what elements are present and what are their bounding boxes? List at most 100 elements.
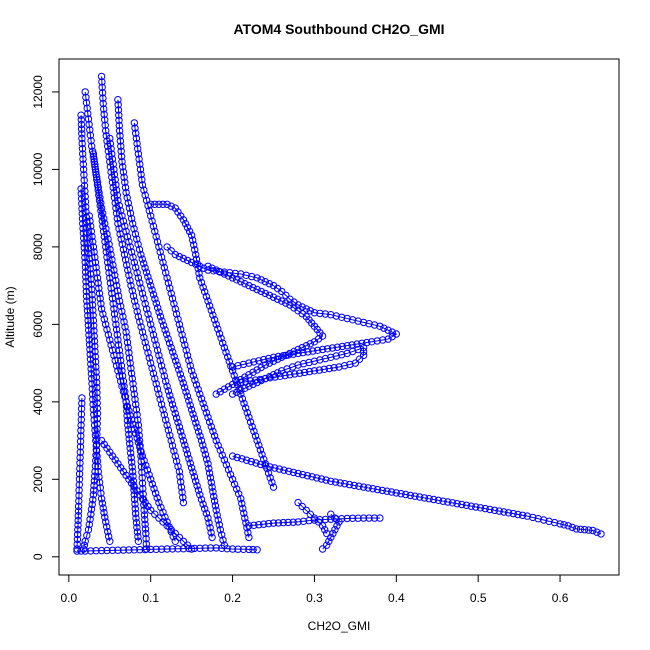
- data-point: [147, 281, 155, 290]
- data-point: [242, 378, 250, 386]
- data-point: [209, 311, 217, 319]
- data-point: [168, 545, 177, 553]
- data-point: [134, 438, 143, 447]
- data-point: [196, 491, 204, 499]
- data-point: [239, 504, 247, 513]
- series-13: [228, 343, 368, 398]
- data-point: [237, 495, 245, 503]
- data-point: [228, 475, 237, 483]
- data-point: [204, 514, 212, 522]
- data-point: [114, 106, 123, 114]
- data-point: [233, 388, 241, 396]
- data-point: [197, 495, 206, 504]
- data-point: [89, 400, 97, 409]
- data-point: [151, 510, 159, 518]
- data-point: [193, 482, 201, 490]
- data-point: [93, 399, 101, 407]
- data-point: [327, 533, 335, 542]
- data-point: [132, 519, 141, 527]
- data-point: [199, 283, 207, 291]
- data-point: [205, 464, 213, 473]
- data-point: [453, 500, 461, 508]
- data-point: [78, 134, 86, 143]
- data-point: [125, 271, 133, 279]
- data-point: [89, 496, 97, 504]
- data-point: [175, 252, 184, 261]
- data-point: [296, 369, 304, 377]
- data-point: [131, 230, 140, 238]
- data-point: [207, 478, 216, 487]
- data-point: [249, 283, 257, 292]
- data-point: [239, 545, 248, 553]
- series-4: [114, 96, 229, 549]
- data-point: [133, 235, 141, 243]
- data-point: [127, 449, 135, 457]
- data-point: [163, 522, 171, 530]
- data-point: [196, 390, 204, 398]
- data-point: [238, 499, 246, 508]
- data-point: [203, 455, 211, 463]
- series-line: [207, 265, 324, 395]
- data-point: [90, 416, 98, 424]
- data-point: [115, 121, 124, 130]
- data-point: [153, 494, 161, 502]
- data-point: [376, 322, 384, 330]
- data-point: [120, 250, 129, 259]
- series-line: [101, 76, 184, 503]
- series-line: [80, 115, 98, 550]
- data-point: [148, 286, 156, 294]
- data-point: [255, 521, 263, 529]
- series-1: [77, 111, 102, 553]
- data-point: [96, 201, 104, 210]
- data-point: [190, 414, 199, 423]
- data-point: [251, 376, 260, 384]
- data-point: [93, 404, 102, 412]
- data-point: [534, 515, 542, 523]
- data-point: [79, 155, 87, 163]
- data-point: [86, 355, 95, 363]
- data-point: [106, 139, 115, 148]
- data-point: [119, 163, 127, 171]
- data-point: [189, 468, 197, 476]
- data-point: [87, 370, 96, 378]
- data-point: [88, 374, 96, 383]
- data-point: [255, 357, 263, 365]
- data-point: [104, 527, 112, 536]
- data-point: [355, 355, 364, 363]
- data-point: [93, 274, 102, 282]
- data-point: [310, 357, 319, 365]
- data-point: [380, 324, 388, 332]
- data-point: [448, 499, 457, 507]
- series-line: [322, 513, 340, 550]
- data-point: [228, 363, 237, 371]
- data-point: [134, 532, 142, 541]
- data-point: [217, 334, 225, 342]
- data-point: [110, 165, 118, 174]
- data-point: [310, 514, 319, 522]
- data-point: [467, 502, 475, 510]
- data-point: [201, 450, 210, 459]
- series-6: [147, 200, 278, 491]
- data-point: [191, 376, 199, 384]
- data-point: [189, 371, 198, 380]
- data-point: [167, 247, 175, 255]
- data-point: [121, 323, 129, 331]
- y-tick-label: 10000: [31, 152, 45, 186]
- data-point: [256, 446, 265, 454]
- data-point: [127, 214, 136, 223]
- data-point: [171, 305, 180, 313]
- data-point: [115, 372, 124, 380]
- data-point: [77, 190, 86, 198]
- data-point: [224, 465, 233, 474]
- data-point: [207, 422, 216, 431]
- data-point: [310, 338, 319, 346]
- data-point: [462, 501, 471, 509]
- data-point: [77, 195, 86, 203]
- data-point: [137, 323, 145, 331]
- data-point: [173, 361, 181, 369]
- data-point: [206, 474, 215, 482]
- data-point: [159, 508, 167, 516]
- data-point: [209, 427, 217, 435]
- data-point: [220, 456, 229, 464]
- data-point: [593, 528, 601, 536]
